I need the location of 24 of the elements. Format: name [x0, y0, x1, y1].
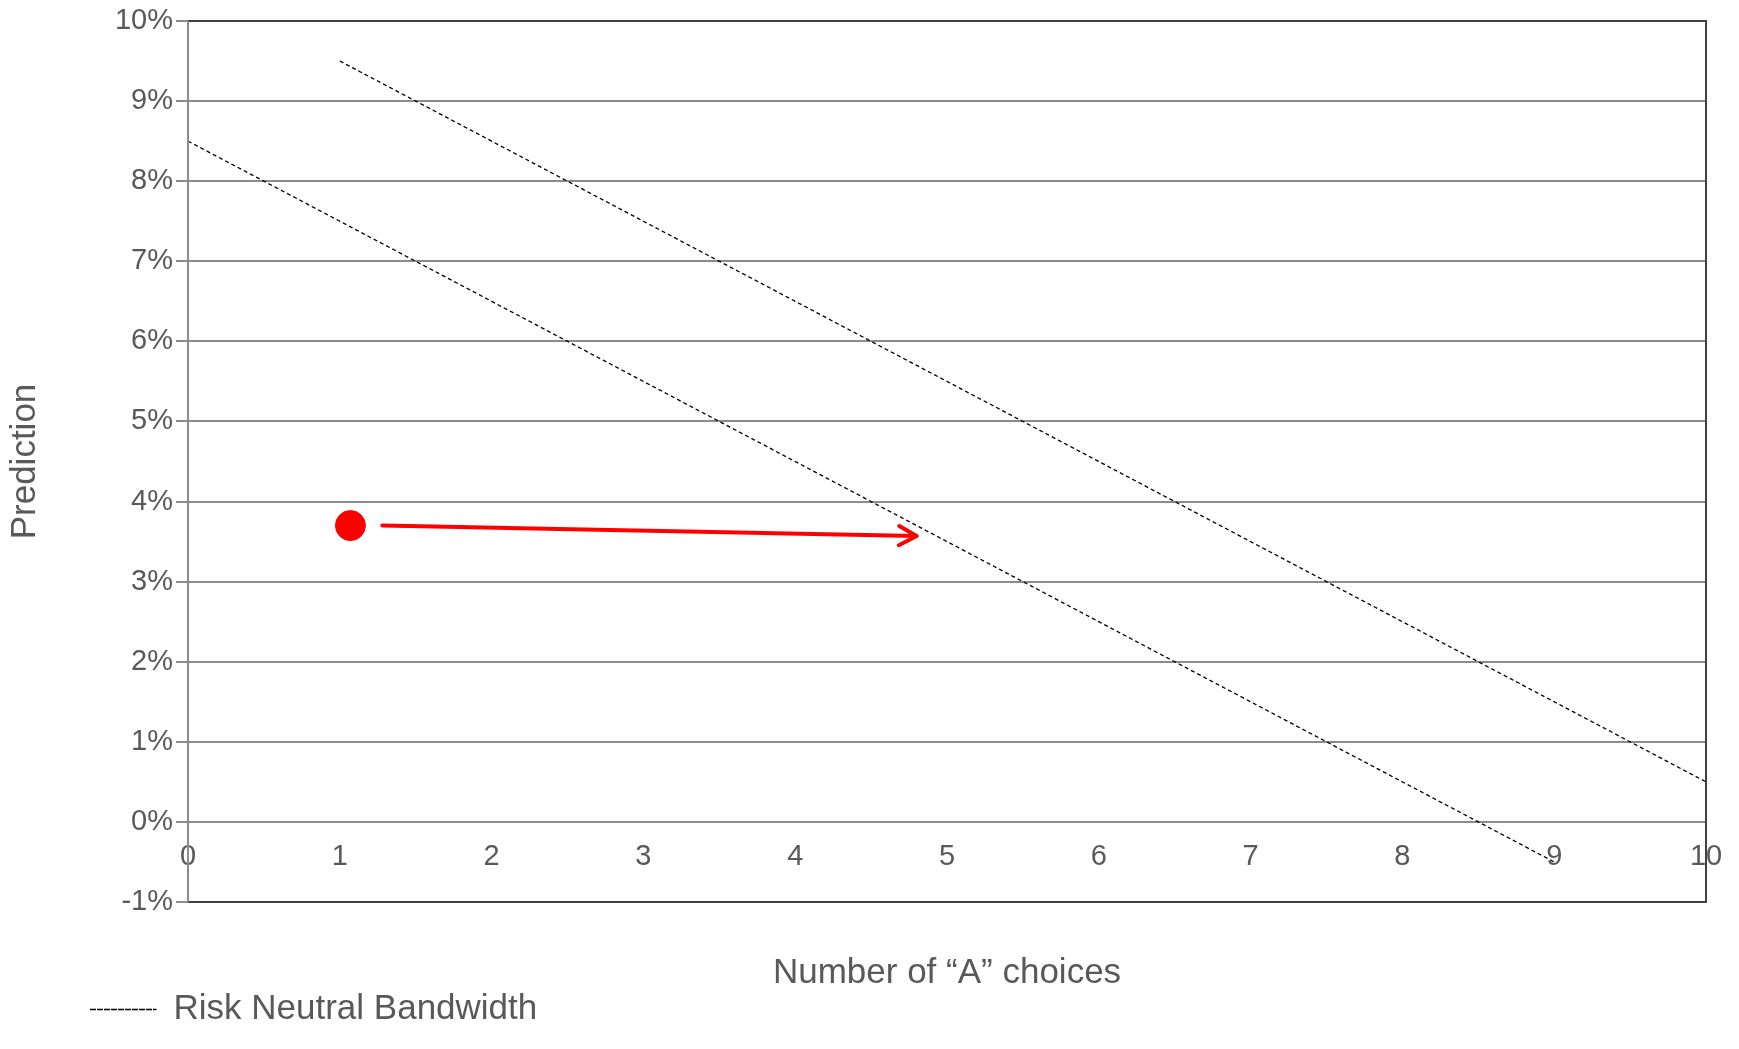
x-tick-label: 4: [787, 839, 804, 872]
y-tick-label: 10%: [114, 3, 173, 35]
y-tick-label: 9%: [131, 83, 173, 116]
legend-label: Risk Neutral Bandwidth: [173, 987, 538, 1027]
y-tick-label: 6%: [131, 323, 173, 356]
x-axis-title: Number of “A” choices: [772, 950, 1122, 990]
x-tick-label: 2: [483, 839, 500, 872]
y-tick-label: -1%: [121, 884, 173, 916]
y-tick-label: 4%: [131, 483, 173, 516]
y-tick-label: 2%: [131, 643, 173, 676]
x-tick-label: 8: [1394, 839, 1411, 872]
x-tick-label: 9: [1546, 839, 1563, 872]
y-tick-label: 0%: [131, 803, 173, 836]
x-tick-label: 6: [1090, 839, 1107, 872]
y-tick-label: 3%: [131, 563, 173, 596]
x-tick-label: 1: [331, 839, 348, 872]
x-tick-label: 3: [635, 839, 652, 872]
y-tick-label: 5%: [131, 403, 173, 436]
x-tick-label: 7: [1242, 839, 1259, 872]
y-axis-title: Prediction: [2, 383, 42, 540]
y-tick-label: 8%: [131, 163, 173, 196]
x-tick-label: 5: [938, 839, 956, 872]
y-tick-label: 1%: [131, 723, 173, 756]
y-tick-label: 7%: [131, 243, 173, 276]
